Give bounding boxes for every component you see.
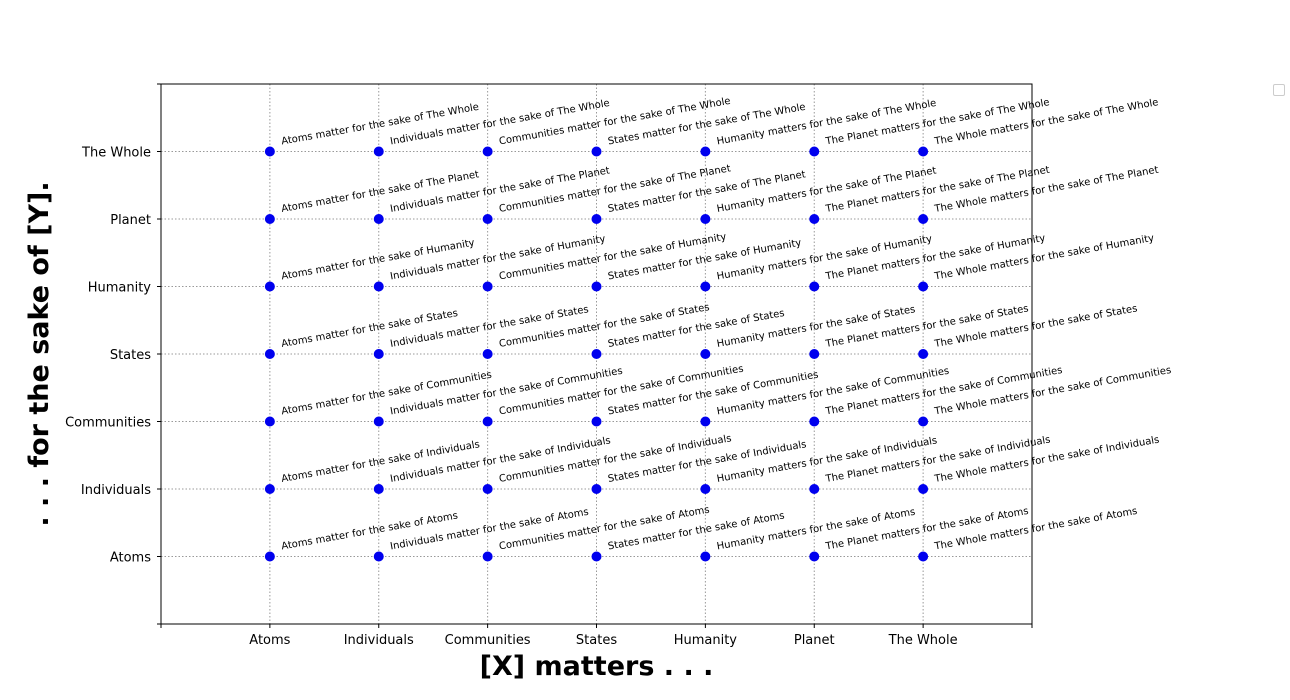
y-tick-label: States — [110, 348, 151, 363]
data-point — [918, 281, 929, 292]
annotation-layer: Atoms matter for the sake of Atoms Atoms … — [280, 96, 1172, 553]
data-point — [809, 416, 820, 427]
data-point — [482, 146, 493, 157]
data-point — [264, 551, 275, 562]
x-axis-label: [X] matters . . . — [480, 651, 714, 682]
point-annotation: Individuals matter for the sake of Atoms — [389, 507, 589, 553]
data-point — [591, 146, 602, 157]
data-point — [482, 349, 493, 359]
data-point — [264, 416, 275, 427]
data-point — [482, 416, 493, 427]
point-annotation: Atoms matter for the sake of Humanity — [280, 238, 475, 283]
data-point — [809, 349, 820, 359]
data-point — [591, 551, 602, 562]
data-point — [264, 484, 275, 494]
y-tick-label: Atoms — [110, 551, 151, 566]
data-point — [591, 214, 602, 224]
data-point — [264, 349, 275, 359]
data-point — [591, 484, 602, 494]
data-point — [809, 146, 820, 157]
data-point — [918, 349, 929, 359]
data-point — [264, 281, 275, 292]
data-point — [482, 214, 493, 224]
y-tick-label: Planet — [110, 213, 151, 228]
data-point — [373, 146, 384, 157]
point-annotation: Atoms matter for the sake of States — [280, 308, 458, 350]
data-point — [700, 484, 711, 494]
point-annotation: Humanity matters for the sake of Atoms — [716, 507, 916, 553]
point-annotation: The Whole matters for the sake of States — [933, 303, 1138, 350]
x-tick-label: Communities — [445, 633, 531, 648]
data-point — [373, 484, 384, 494]
x-tick-label: Planet — [794, 633, 835, 648]
data-point — [373, 214, 384, 224]
points-layer — [264, 146, 929, 562]
data-point — [700, 551, 711, 562]
data-point — [918, 146, 929, 157]
y-tick-label: The Whole — [81, 146, 151, 161]
data-point — [809, 484, 820, 494]
data-point — [809, 551, 820, 562]
point-annotation: Atoms matter for the sake of Individuals — [280, 439, 480, 485]
point-annotation: Atoms matter for the sake of The Whole — [280, 102, 479, 148]
data-point — [700, 349, 711, 359]
data-point — [918, 551, 929, 562]
data-point — [700, 214, 711, 224]
data-point — [918, 416, 929, 427]
data-point — [373, 281, 384, 292]
data-point — [700, 416, 711, 427]
point-annotation: Atoms matter for the sake of The Planet — [280, 169, 479, 215]
y-tick-label: Communities — [65, 416, 151, 431]
data-point — [591, 281, 602, 292]
data-point — [700, 281, 711, 292]
ticks-layer: Atoms Atoms Individuals Individuals Communit… — [65, 83, 1033, 648]
point-annotation: Individuals matter for the sake of State… — [389, 304, 589, 350]
data-point — [809, 281, 820, 292]
x-tick-label: Atoms — [249, 633, 290, 648]
data-point — [591, 416, 602, 427]
data-point — [918, 214, 929, 224]
point-annotation: Atoms matter for the sake of Atoms — [280, 511, 458, 553]
y-tick-label: Individuals — [81, 483, 151, 498]
x-tick-label: The Whole — [888, 633, 958, 648]
point-annotation: The Whole matters for the sake of Atoms — [933, 506, 1138, 553]
data-point — [700, 146, 711, 157]
data-point — [373, 416, 384, 427]
y-axis-label: . . . for the sake of [Y]. — [24, 181, 55, 526]
legend-box — [1273, 84, 1285, 96]
x-tick-label: States — [576, 633, 617, 648]
y-tick-label: Humanity — [88, 281, 152, 296]
data-point — [482, 281, 493, 292]
data-point — [373, 349, 384, 359]
data-point — [809, 214, 820, 224]
data-point — [373, 551, 384, 562]
data-point — [591, 349, 602, 359]
data-point — [918, 484, 929, 494]
x-tick-label: Humanity — [674, 633, 738, 648]
data-point — [264, 214, 275, 224]
data-point — [482, 551, 493, 562]
data-point — [264, 146, 275, 157]
x-tick-label: Individuals — [344, 633, 414, 648]
point-annotation: Humanity matters for the sake of States — [716, 304, 916, 350]
data-point — [482, 484, 493, 494]
